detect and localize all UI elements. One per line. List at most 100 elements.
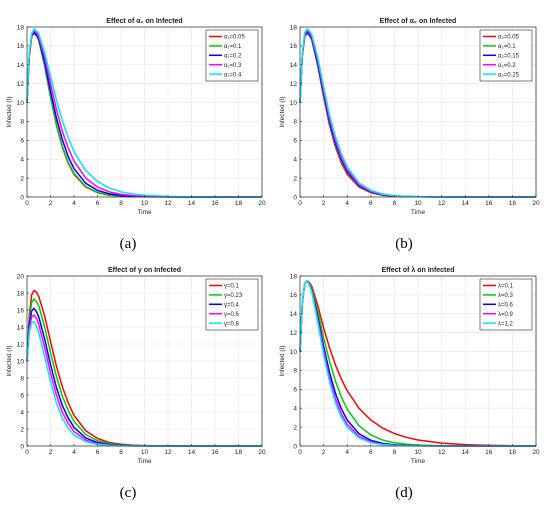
y-tick-label: 12	[17, 341, 25, 348]
x-tick-label: 4	[345, 449, 349, 456]
y-tick-label: 12	[290, 81, 298, 88]
x-tick-label: 18	[235, 449, 243, 456]
legend-entry-3: α₁=0.3	[224, 63, 242, 69]
y-tick-label: 6	[293, 387, 297, 394]
x-tick-label: 6	[369, 200, 373, 207]
legend-entry-3: γ=0.6	[224, 312, 240, 318]
x-tick-label: 0	[298, 449, 302, 456]
chart-panel-3: 0 2 4 6 8 10 12 14 16 18 20 0 2 4 6 8 10 12 14 16 18 Effect o…	[279, 266, 540, 501]
x-tick-label: 10	[414, 449, 422, 456]
x-tick-label: 10	[141, 449, 149, 456]
legend-entry-0: α₂=0.05	[498, 35, 520, 41]
x-tick-label: 16	[485, 449, 493, 456]
x-axis-label: Time	[137, 209, 152, 216]
x-tick-label: 4	[72, 449, 76, 456]
y-tick-label: 4	[20, 157, 24, 164]
legend-entry-3: α₂=0.2	[498, 63, 516, 69]
x-axis-label: Time	[411, 209, 426, 216]
y-tick-label: 18	[17, 24, 25, 31]
y-tick-label: 18	[290, 273, 298, 280]
y-axis-label: Infected (I)	[279, 345, 286, 376]
y-tick-label: 6	[20, 138, 24, 145]
legend: α₁=0.05 α₁=0.1 α₁=0.2 α₁=0.3 α₁=0.4	[205, 29, 259, 82]
legend: α₂=0.05 α₂=0.1 α₂=0.15 α₂=0.2 α₂=0.25	[479, 29, 533, 82]
y-tick-label: 2	[20, 175, 24, 182]
x-tick-label: 16	[485, 200, 493, 207]
chart-title: Effect of λ on Infected	[381, 266, 454, 274]
x-tick-label: 4	[345, 200, 349, 207]
x-tick-label: 0	[25, 200, 29, 207]
x-tick-label: 14	[188, 449, 196, 456]
y-tick-label: 8	[20, 375, 24, 382]
y-axis-label: Infected (I)	[6, 96, 13, 127]
legend-entry-1: α₁=0.1	[224, 44, 242, 50]
chart-panel-2: 0 2 4 6 8 10 12 14 16 18 20 0 2 4 6 8 10 12 14 16 18 20 Effect…	[6, 267, 266, 501]
y-tick-label: 6	[20, 392, 24, 399]
y-tick-label: 0	[293, 194, 297, 201]
y-tick-label: 6	[293, 138, 297, 145]
x-tick-label: 10	[141, 200, 149, 207]
y-tick-label: 4	[293, 157, 297, 164]
legend-entry-2: γ=0.4	[224, 303, 240, 309]
y-tick-label: 4	[293, 406, 297, 413]
legend-entry-1: γ=0.23	[224, 293, 243, 299]
legend-entry-3: λ=0.9	[498, 312, 514, 318]
legend-entry-4: α₂=0.25	[498, 72, 520, 78]
x-tick-label: 8	[393, 200, 397, 207]
y-tick-label: 10	[17, 100, 25, 107]
y-axis-label: Infected (I)	[279, 96, 286, 127]
series-line-4	[26, 28, 262, 198]
y-axis-label: Infected (I)	[6, 345, 13, 376]
x-axis-label: Time	[137, 458, 152, 465]
y-tick-label: 2	[293, 424, 297, 431]
x-tick-label: 20	[532, 449, 540, 456]
x-tick-label: 20	[258, 200, 266, 207]
legend: λ=0.1 λ=0.3 λ=0.6 λ=0.9 λ=1.2	[479, 278, 533, 331]
x-tick-label: 18	[509, 449, 517, 456]
legend-entry-2: λ=0.6	[498, 303, 514, 309]
legend-entry-0: γ=0.1	[224, 284, 240, 290]
y-tick-label: 10	[17, 358, 25, 365]
x-tick-label: 12	[164, 449, 172, 456]
x-tick-label: 16	[211, 449, 219, 456]
y-tick-label: 0	[20, 194, 24, 201]
y-tick-label: 14	[290, 311, 298, 318]
legend-entry-4: λ=1.2	[498, 321, 514, 327]
y-tick-label: 16	[17, 307, 25, 314]
y-tick-label: 12	[17, 81, 25, 88]
y-tick-label: 8	[293, 368, 297, 375]
y-tick-label: 16	[17, 43, 25, 50]
x-tick-label: 20	[258, 449, 266, 456]
x-tick-label: 14	[188, 200, 196, 207]
x-tick-label: 10	[414, 200, 422, 207]
y-tick-label: 8	[20, 119, 24, 126]
panel-caption: (d)	[395, 485, 413, 501]
y-tick-label: 16	[290, 43, 298, 50]
x-tick-label: 0	[25, 449, 29, 456]
x-tick-label: 20	[532, 200, 540, 207]
y-tick-label: 14	[17, 62, 25, 69]
x-tick-label: 2	[322, 449, 326, 456]
x-tick-label: 6	[96, 449, 100, 456]
y-tick-label: 12	[290, 330, 298, 337]
y-tick-label: 20	[17, 273, 25, 280]
chart-title: Effect of γ on Infected	[108, 267, 181, 274]
x-tick-label: 2	[49, 200, 53, 207]
x-tick-label: 16	[211, 200, 219, 207]
x-tick-label: 6	[96, 200, 100, 207]
y-tick-label: 0	[20, 443, 24, 450]
y-tick-label: 18	[17, 290, 25, 297]
legend-entry-1: λ=0.3	[498, 293, 514, 299]
chart-title: Effect of α₂ on Infected	[380, 18, 457, 25]
y-tick-label: 10	[290, 100, 298, 107]
chart-title: Effect of α₁ on Infected	[106, 18, 182, 25]
y-tick-label: 10	[290, 349, 298, 356]
legend: γ=0.1 γ=0.23 γ=0.4 γ=0.6 γ=0.8	[205, 278, 259, 331]
x-tick-label: 8	[119, 200, 123, 207]
x-tick-label: 4	[72, 200, 76, 207]
x-tick-label: 6	[369, 449, 373, 456]
x-tick-label: 2	[49, 449, 53, 456]
x-tick-label: 14	[462, 449, 470, 456]
legend-entry-0: λ=0.1	[498, 284, 514, 290]
